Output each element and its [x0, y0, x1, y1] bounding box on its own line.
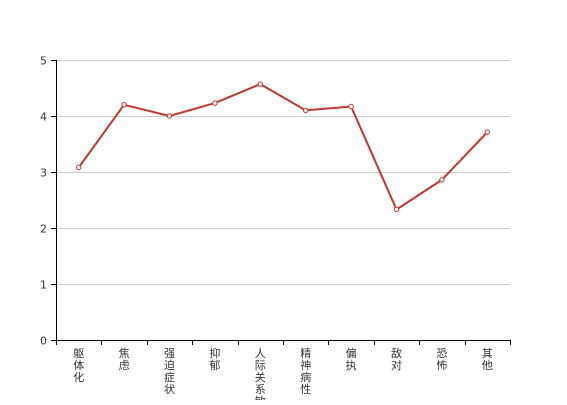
- x-tick-label: 强迫症状: [164, 347, 175, 396]
- x-tick-label: 其他: [482, 347, 493, 372]
- x-tick-label: 人际关系敏感: [255, 347, 266, 400]
- y-tick-label: 4: [40, 111, 47, 124]
- y-tick-label: 0: [40, 335, 47, 348]
- axis-layer: [51, 60, 511, 345]
- data-point[interactable]: [348, 103, 354, 110]
- series-line: [77, 82, 489, 211]
- data-point[interactable]: [76, 164, 82, 171]
- grid-layer: [56, 60, 510, 285]
- data-point[interactable]: [212, 100, 218, 106]
- y-tick-label: 2: [40, 223, 47, 236]
- x-tick-label: 偏执: [346, 346, 357, 372]
- y-tick-label: 5: [40, 55, 47, 68]
- x-tick-label: 焦虑: [119, 347, 130, 372]
- label-layer: 0 1 2 3 4 5 躯体化 焦虑 强迫症状 抑郁 人际关系敏感 精神病性 偏执 敌对 恐怖 其他: [40, 55, 493, 405]
- data-point[interactable]: [393, 206, 400, 213]
- data-point[interactable]: [303, 107, 309, 114]
- data-point[interactable]: [121, 102, 127, 108]
- data-point[interactable]: [166, 113, 173, 119]
- x-tick-label: 抑郁: [209, 346, 220, 372]
- y-tick-label: 1: [40, 279, 47, 292]
- x-tick-label: 精神病性: [300, 347, 311, 396]
- x-tick-label: 恐怖: [436, 347, 447, 372]
- series-layer: [76, 81, 490, 213]
- data-point[interactable]: [439, 177, 445, 183]
- y-tick-label: 3: [40, 167, 47, 180]
- x-tick-label: 躯体化: [73, 347, 84, 384]
- data-point[interactable]: [484, 129, 490, 135]
- x-tick-label: 敌对: [391, 346, 402, 372]
- data-point[interactable]: [257, 81, 263, 87]
